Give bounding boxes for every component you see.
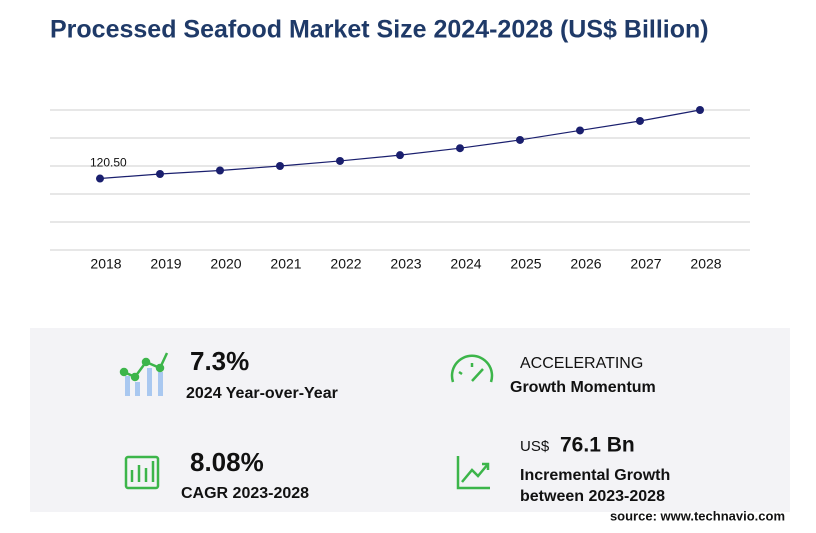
point [156,170,164,179]
x-tick-label: 2020 [210,256,241,272]
point [696,106,704,114]
stat-label: CAGR 2023-2028 [181,485,309,502]
stat-label: between 2023-2028 [520,488,665,505]
stat-label: Growth Momentum [510,379,656,396]
point [636,116,644,125]
x-tick-label: 2028 [690,256,721,272]
x-tick-label: 2027 [630,256,661,272]
point [576,126,584,135]
point [516,135,524,144]
stat-value: 8.08% [190,447,264,477]
x-tick-label: 2018 [90,256,121,272]
x-tick-label: 2019 [150,256,181,272]
stat-value: 7.3% [190,346,249,376]
x-tick-label: 2025 [510,256,541,272]
value-label: 120.50 [90,156,127,170]
x-tick-label: 2024 [450,256,481,272]
point [456,144,464,153]
point [336,156,344,165]
x-tick-label: 2022 [330,256,361,272]
x-tick-label: 2023 [390,256,421,272]
stat-label: 2024 Year-over-Year [186,385,338,402]
stats-panel [30,328,790,512]
stat-value: 76.1 Bn [560,434,635,457]
icons [119,352,494,490]
point [276,162,284,170]
point [396,151,404,160]
chart-title: Processed Seafood Market Size 2024-2028 … [50,16,709,44]
x-tick-label: 2021 [270,256,301,272]
stat-prefix: US$ [520,438,550,455]
line [99,109,701,180]
stat-value: ACCELERATING [520,355,643,372]
point [216,166,224,175]
stat-label: Incremental Growth [520,467,670,484]
source: source: www.technavio.com [610,508,785,523]
x-tick-label: 2026 [570,256,601,272]
point [96,174,104,183]
